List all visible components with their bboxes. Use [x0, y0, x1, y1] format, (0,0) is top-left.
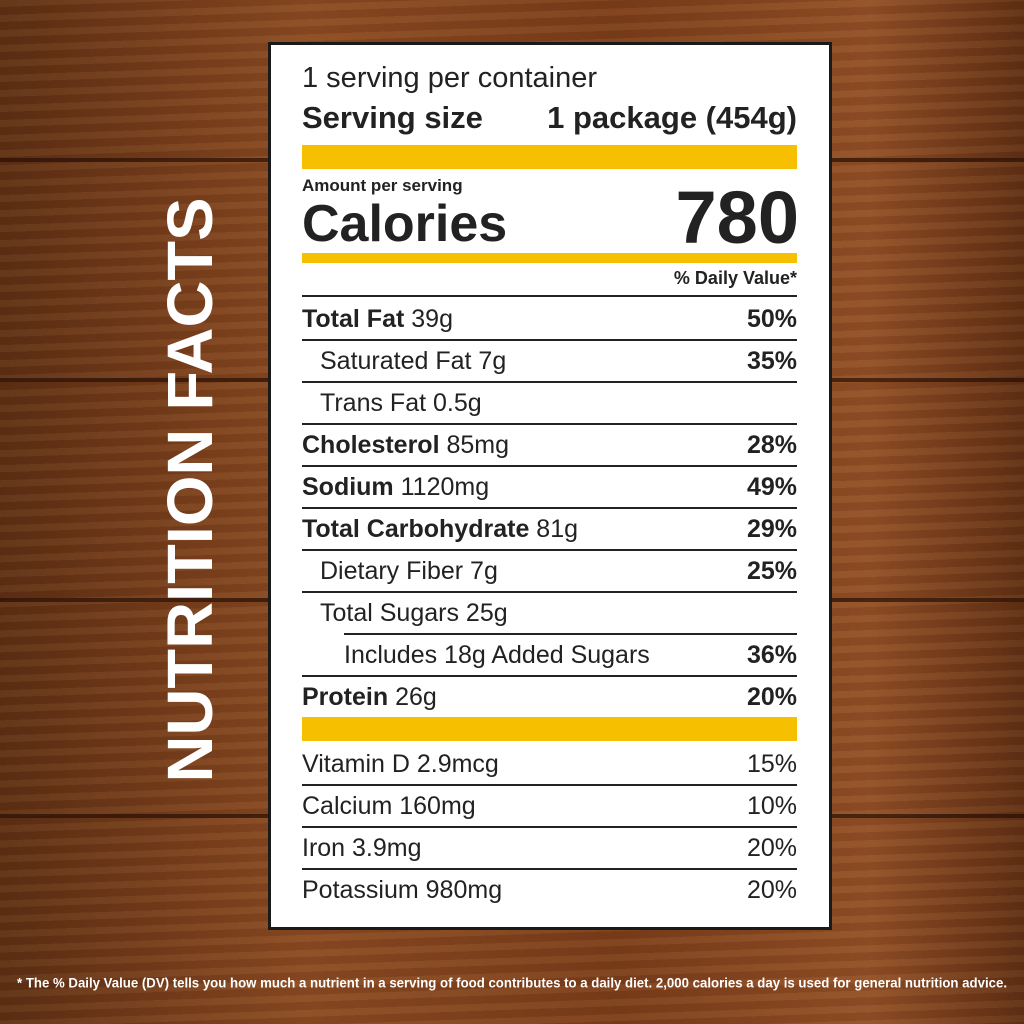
- nutrient-dv: 35%: [746, 347, 797, 375]
- nutrient-row: Total Fat 39g 50%: [302, 298, 797, 340]
- rule: [302, 784, 797, 786]
- nutrient-row: Saturated Fat 7g 35%: [302, 340, 797, 382]
- nutrient-dv: 28%: [746, 431, 797, 459]
- vitamin-dv: 10%: [746, 792, 797, 820]
- nutrient-dv: 50%: [746, 305, 797, 333]
- rule: [344, 633, 797, 635]
- rule: [302, 591, 797, 593]
- title-box: NUTRITION FACTS: [154, 198, 226, 783]
- nutrient-name: Includes 18g Added Sugars: [344, 641, 650, 669]
- nutrient-row: Includes 18g Added Sugars 36%: [302, 634, 797, 676]
- serving-size-label: Serving size: [302, 100, 483, 135]
- nutrient-name: Saturated Fat 7g: [320, 347, 507, 375]
- servings: 1 serving per container: [302, 62, 597, 94]
- rule: [302, 381, 797, 383]
- footnote: * The % Daily Value (DV) tells you how m…: [17, 975, 1007, 991]
- rule: [302, 826, 797, 828]
- nutrient-dv: 29%: [746, 515, 797, 543]
- rule: [302, 868, 797, 870]
- footnote-box: * The % Daily Value (DV) tells you how m…: [17, 975, 1007, 991]
- nutrient-row: Trans Fat 0.5g: [302, 382, 797, 424]
- vitamin-dv: 20%: [746, 876, 797, 904]
- rule: [302, 295, 797, 297]
- rule: [302, 465, 797, 467]
- nutrient-amount: 26g: [395, 683, 437, 711]
- vitamin-row: Iron 3.9mg 20%: [302, 827, 797, 869]
- calories-value: 780: [675, 176, 799, 259]
- serving-size-value: 1 package (454g): [547, 100, 797, 135]
- nutrient-name: Sodium: [302, 473, 394, 501]
- nutrient-row: Dietary Fiber 7g 25%: [302, 550, 797, 592]
- vitamin-row: Vitamin D 2.9mcg 15%: [302, 743, 797, 785]
- nutrient-row: Cholesterol 85mg 28%: [302, 424, 797, 466]
- nutrient-name: Protein: [302, 683, 389, 711]
- nutrient-row: Total Carbohydrate 81g 29%: [302, 508, 797, 550]
- vitamin-name: Iron 3.9mg: [302, 834, 422, 862]
- nutrient-dv: 36%: [746, 641, 797, 669]
- nutrient-amount: 39g: [411, 305, 453, 333]
- vitamin-row: Calcium 160mg 10%: [302, 785, 797, 827]
- nutrition-label: [268, 42, 832, 930]
- rule: [302, 423, 797, 425]
- nutrient-name: Total Carbohydrate: [302, 515, 530, 543]
- nutrient-row: Total Sugars 25g: [302, 592, 797, 634]
- nutrient-amount: 81g: [536, 515, 579, 543]
- nutrient-name: Trans Fat 0.5g: [320, 389, 482, 417]
- vitamin-name: Potassium 980mg: [302, 876, 503, 904]
- vitamin-row: Potassium 980mg 20%: [302, 869, 797, 911]
- vitamin-name: Vitamin D 2.9mcg: [302, 750, 499, 778]
- nutrient-name: Total Sugars 25g: [320, 599, 508, 627]
- amount-per-serving: Amount per serving: [302, 176, 463, 195]
- nutrient-amount: 1120mg: [400, 473, 490, 501]
- vitamin-name: Calcium 160mg: [302, 792, 476, 820]
- nutrient-amount: 85mg: [446, 431, 510, 459]
- nutrient-dv: 20%: [746, 683, 797, 711]
- vitamin-dv: 20%: [746, 834, 797, 862]
- dv-header: % Daily Value*: [673, 268, 797, 288]
- yellow-bar: [302, 717, 797, 741]
- rule: [302, 675, 797, 677]
- nutrient-dv: 25%: [746, 557, 797, 585]
- nutrient-dv: 49%: [746, 473, 797, 501]
- rule: [302, 339, 797, 341]
- nutrient-row: Sodium 1120mg 49%: [302, 466, 797, 508]
- yellow-bar: [302, 253, 797, 263]
- vitamin-dv: 15%: [746, 750, 797, 778]
- vertical-title: NUTRITION FACTS: [154, 198, 226, 783]
- nutrient-row: Protein 26g 20%: [302, 676, 797, 718]
- nutrient-name: Total Fat: [302, 305, 405, 333]
- rule: [302, 549, 797, 551]
- yellow-bar: [302, 145, 797, 169]
- nutrient-name: Cholesterol: [302, 431, 440, 459]
- nutrient-name: Dietary Fiber 7g: [320, 557, 498, 585]
- rule: [302, 507, 797, 509]
- calories-label: Calories: [302, 195, 508, 253]
